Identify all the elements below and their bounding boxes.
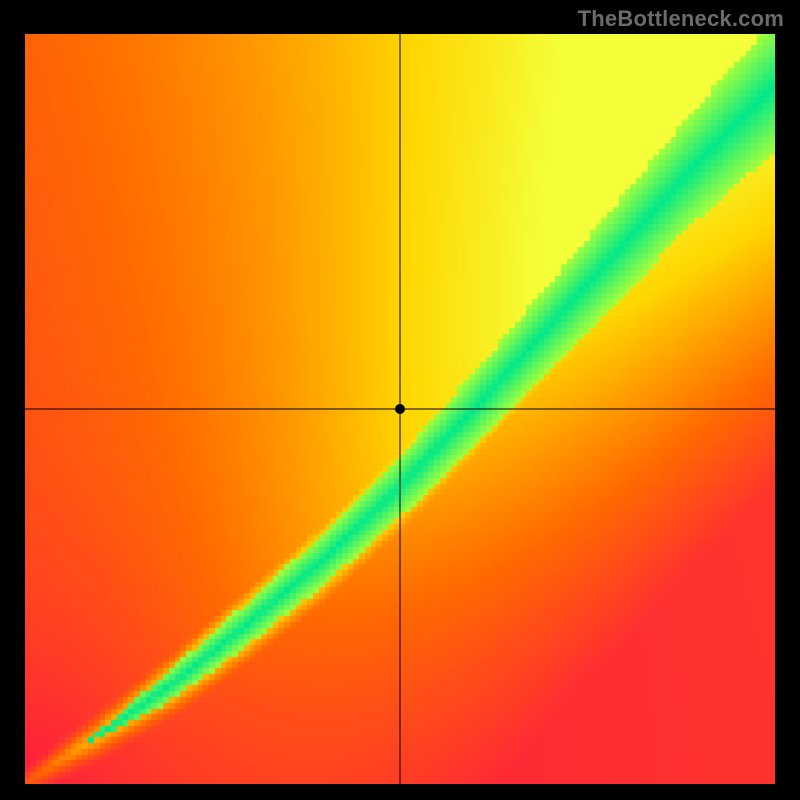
plot-area xyxy=(25,34,775,784)
crosshair xyxy=(25,34,775,784)
watermark-text: TheBottleneck.com xyxy=(578,6,784,32)
crosshair-marker xyxy=(395,404,405,414)
chart-container: TheBottleneck.com xyxy=(0,0,800,800)
crosshair-overlay xyxy=(25,34,775,784)
